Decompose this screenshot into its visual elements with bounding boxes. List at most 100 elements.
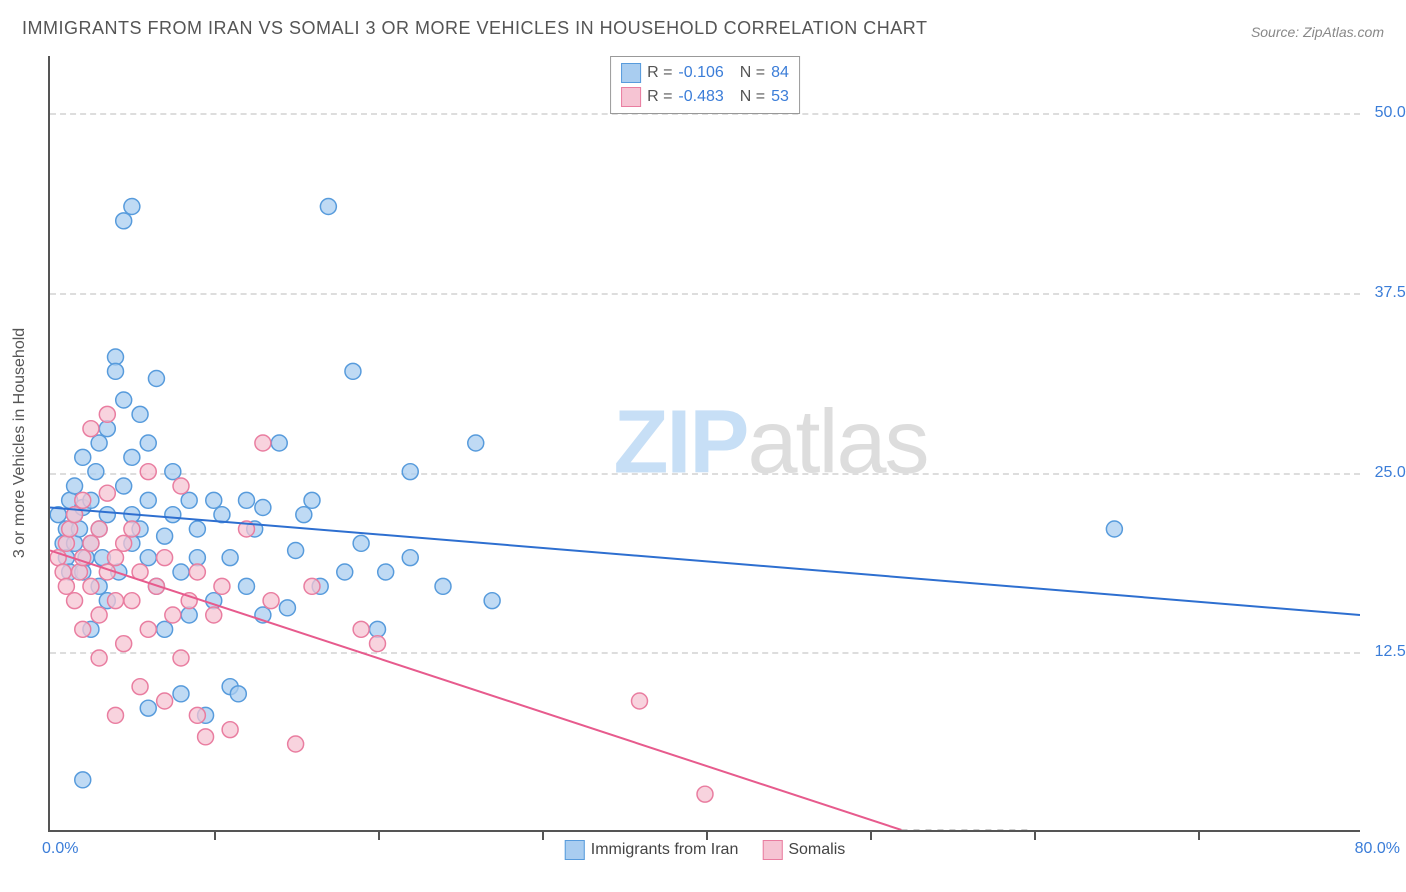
data-point xyxy=(116,392,132,408)
y-tick-label: 25.0% xyxy=(1365,464,1406,482)
data-point xyxy=(189,564,205,580)
data-point xyxy=(62,521,78,537)
data-point xyxy=(288,736,304,752)
data-point xyxy=(116,535,132,551)
data-point xyxy=(83,535,99,551)
data-point xyxy=(304,492,320,508)
data-point xyxy=(140,435,156,451)
data-point xyxy=(165,607,181,623)
data-point xyxy=(239,578,255,594)
correlation-legend-row: R = -0.483N = 53 xyxy=(621,85,789,109)
data-point xyxy=(99,485,115,501)
data-point xyxy=(99,406,115,422)
data-point xyxy=(99,507,115,523)
data-point xyxy=(255,500,271,516)
trend-line xyxy=(50,508,1360,616)
source-label: Source: xyxy=(1251,24,1299,40)
data-point xyxy=(124,593,140,609)
data-point xyxy=(189,707,205,723)
data-point xyxy=(173,686,189,702)
data-point xyxy=(67,593,83,609)
data-point xyxy=(279,600,295,616)
correlation-legend: R = -0.106N = 84R = -0.483N = 53 xyxy=(610,56,800,114)
data-point xyxy=(345,363,361,379)
r-value: -0.483 xyxy=(678,85,723,109)
data-point xyxy=(230,686,246,702)
data-point xyxy=(222,550,238,566)
data-point xyxy=(198,729,214,745)
y-tick-label: 50.0% xyxy=(1365,104,1406,122)
legend-swatch xyxy=(762,840,782,860)
data-point xyxy=(140,492,156,508)
data-point xyxy=(55,564,71,580)
data-point xyxy=(140,700,156,716)
y-tick-label: 12.5% xyxy=(1365,643,1406,661)
data-point xyxy=(91,521,107,537)
y-tick-label: 37.5% xyxy=(1365,284,1406,302)
data-point xyxy=(75,621,91,637)
data-point xyxy=(165,464,181,480)
data-point xyxy=(206,607,222,623)
scatter-svg xyxy=(50,56,1360,830)
data-point xyxy=(157,693,173,709)
data-point xyxy=(132,406,148,422)
x-axis-end-label: 80.0% xyxy=(1355,840,1400,858)
data-point xyxy=(189,521,205,537)
n-label: N = xyxy=(740,85,765,109)
data-point xyxy=(58,578,74,594)
x-tick xyxy=(542,830,544,840)
data-point xyxy=(140,464,156,480)
data-point xyxy=(320,199,336,215)
legend-swatch xyxy=(565,840,585,860)
data-point xyxy=(353,621,369,637)
chart-title: IMMIGRANTS FROM IRAN VS SOMALI 3 OR MORE… xyxy=(22,18,927,39)
x-axis-start-label: 0.0% xyxy=(42,840,78,858)
r-value: -0.106 xyxy=(678,61,723,85)
data-point xyxy=(91,435,107,451)
data-point xyxy=(214,578,230,594)
data-point xyxy=(108,707,124,723)
data-point xyxy=(75,449,91,465)
data-point xyxy=(288,543,304,559)
data-point xyxy=(75,772,91,788)
data-point xyxy=(173,564,189,580)
data-point xyxy=(91,650,107,666)
legend-label: Somalis xyxy=(788,841,845,859)
data-point xyxy=(271,435,287,451)
x-tick xyxy=(1034,830,1036,840)
data-point xyxy=(370,636,386,652)
data-point xyxy=(83,578,99,594)
data-point xyxy=(91,607,107,623)
x-tick xyxy=(378,830,380,840)
data-point xyxy=(435,578,451,594)
data-point xyxy=(116,213,132,229)
data-point xyxy=(116,636,132,652)
data-point xyxy=(296,507,312,523)
data-point xyxy=(1106,521,1122,537)
x-tick xyxy=(706,830,708,840)
data-point xyxy=(165,507,181,523)
data-point xyxy=(239,492,255,508)
data-point xyxy=(181,607,197,623)
data-point xyxy=(108,550,124,566)
data-point xyxy=(157,550,173,566)
data-point xyxy=(173,478,189,494)
data-point xyxy=(157,621,173,637)
data-point xyxy=(468,435,484,451)
source-attribution: Source: ZipAtlas.com xyxy=(1251,24,1384,40)
data-point xyxy=(124,199,140,215)
data-point xyxy=(132,679,148,695)
data-point xyxy=(148,371,164,387)
series-legend-item: Somalis xyxy=(762,840,845,860)
data-point xyxy=(124,521,140,537)
data-point xyxy=(484,593,500,609)
y-axis-label: 3 or more Vehicles in Household xyxy=(11,328,29,558)
data-point xyxy=(71,564,87,580)
data-point xyxy=(304,578,320,594)
legend-swatch xyxy=(621,63,641,83)
data-point xyxy=(189,550,205,566)
r-label: R = xyxy=(647,61,672,85)
legend-label: Immigrants from Iran xyxy=(591,841,739,859)
data-point xyxy=(140,550,156,566)
data-point xyxy=(263,593,279,609)
